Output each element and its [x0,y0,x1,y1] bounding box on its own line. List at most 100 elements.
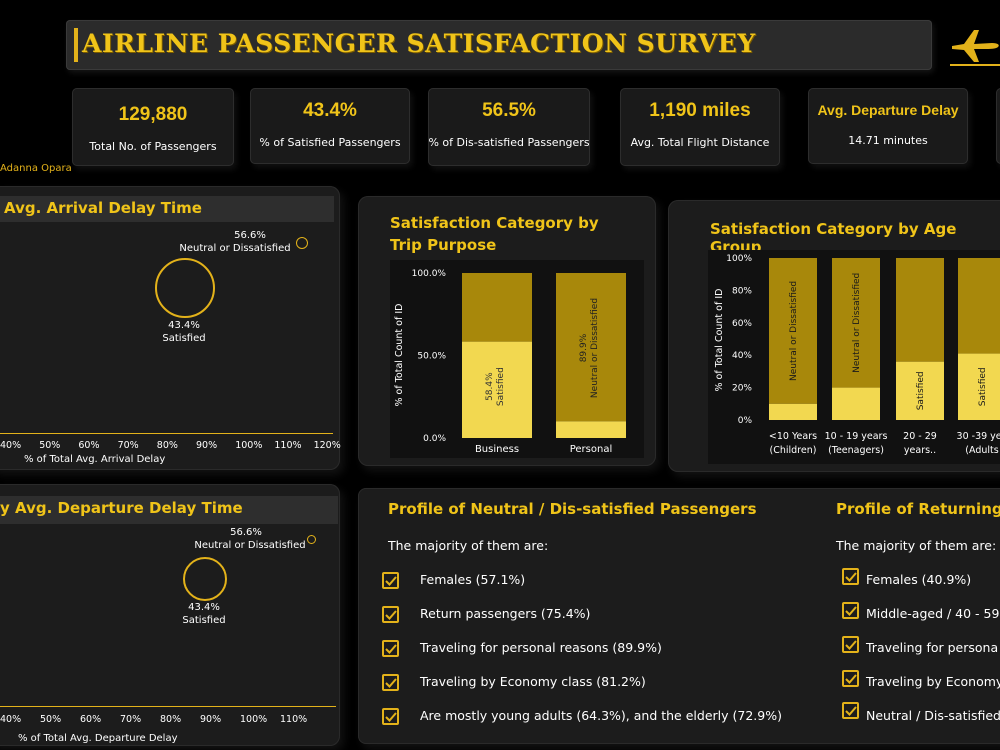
x-tick-label: 90% [196,440,218,451]
x-tick-label: 20 - 29 [903,431,937,442]
x-tick-label: 60% [80,714,102,725]
kpi-value: 1,190 miles [649,100,751,121]
neutral-profile-intro: The majority of them are: [388,538,549,553]
y-tick-label: 40% [732,351,752,361]
bar-satisfied [896,361,944,420]
bar-data-label: 58.4% [485,372,495,401]
arrival-title-bar [0,196,334,222]
y-tick-label: 60% [732,319,752,329]
departure-dis-label: Neutral or Dissatisfied [194,540,306,551]
arrival-dis-label: Neutral or Dissatisfied [179,243,291,254]
trip-purpose-panel: Satisfaction Category by Trip Purpose % … [358,196,656,466]
checkbox-checked-icon [842,602,859,619]
neutral-profile-title: Profile of Neutral / Dis-satisfied Passe… [388,500,757,518]
neutral-profile-panel: Profile of Neutral / Dis-satisfied Passe… [358,488,1000,744]
bar-data-label: Satisfied [978,367,988,406]
list-item: Traveling for personal reasons (89.9%) [420,640,662,655]
bar-satisfied [832,387,880,420]
kpi-label: % of Dis-satisfied Passengers [428,136,590,149]
title-accent [74,28,78,62]
kpi-value: 129,880 [118,104,188,125]
x-tick-label: <10 Years [769,431,817,442]
x-tick-label: 120% [313,440,341,451]
checkbox-checked-icon [382,674,399,691]
age-group-chart: % of Total Count of ID 100% 80% 60% 40% 20% 0%… [714,254,1000,456]
list-item: Traveling by Economy class (81.2%) [420,674,646,689]
x-tick-label: (Teenagers) [828,445,884,456]
x-tick-label: 30 -39 yea [957,431,1000,442]
returning-profile-intro: The majority of them are: [836,538,997,553]
arrival-sat-pct: 43.4% [168,320,200,331]
y-tick-label: 20% [732,384,752,394]
kpi-label: Total No. of Passengers [89,140,217,153]
bar-satisfied [462,341,532,438]
dashboard-title: AIRLINE PASSENGER SATISFACTION SURVEY [82,29,756,58]
y-tick-label: 80% [732,286,752,296]
bar-data-label: Neutral or Dissatisfied [590,298,600,398]
y-tick-label: 100% [726,254,752,264]
departure-x-axis [0,706,336,707]
arrival-ticks: 40% 50% 60% 70% 80% 90% 100% 110% 120% [0,440,341,454]
kpi-value: 56.5% [482,100,536,121]
returning-profile-title: Profile of Returning P [836,500,1000,518]
kpi-dissatisfied: 56.5% % of Dis-satisfied Passengers [428,88,590,166]
x-tick-label: (Adults [965,445,998,456]
x-tick-label: 110% [280,714,308,725]
departure-sat-pct: 43.4% [188,602,220,613]
y-tick-label: 0% [738,416,753,426]
kpi-departure-delay: Avg. Departure Delay 14.71 minutes [808,88,968,164]
departure-delay-panel: y Avg. Departure Delay Time 56.6% Neutra… [0,484,340,746]
trip-purpose-title: Satisfaction Category by Trip Purpose [390,214,599,254]
kpi-label: 14.71 minutes [848,134,928,147]
arrival-x-axis [0,433,333,434]
bar-dissatisfied [958,258,1000,354]
x-tick-label: 70% [117,440,139,451]
x-tick-label: 80% [160,714,182,725]
arrival-delay-panel: Avg. Arrival Delay Time 56.6% Neutral or… [0,186,341,470]
kpi-label: % of Satisfied Passengers [259,136,401,149]
bar-data-label: Satisfied [916,371,926,410]
x-tick-label: 100% [235,440,263,451]
x-tick-label: 90% [200,714,222,725]
kpi-total-passengers: 129,880 Total No. of Passengers [72,88,234,166]
returning-list: Females (40.9%) Middle-aged / 40 - 59 Tr… [840,566,1000,736]
trip-purpose-chart: % of Total Count of ID 100.0% 50.0% 0.0% Bus… [394,269,626,455]
kpi-label: Avg. Total Flight Distance [630,136,770,149]
bar-dissatisfied [896,258,944,362]
arrival-sat-label: Satisfied [162,333,206,344]
title-bar: AIRLINE PASSENGER SATISFACTION SURVEY [66,20,932,70]
bar-data-label: Neutral or Dissatisfied [852,273,862,373]
arrival-sat-bubble [155,258,215,318]
checkbox-checked-icon [382,708,399,725]
x-tick-label: 40% [0,714,22,725]
bar-satisfied [769,403,817,420]
arrival-x-label: % of Total Avg. Arrival Delay [24,454,166,465]
bar-data-label: Satisfied [496,367,506,406]
departure-sat-label: Satisfied [182,615,226,626]
age-group-panel: Satisfaction Category by Age Group % of … [668,200,1000,472]
bar-satisfied [556,421,626,438]
x-tick-label: years.. [904,445,936,456]
bar-dissatisfied [769,258,817,404]
kpi-value: Avg. Departure Delay [817,102,959,118]
kpi-flight-distance: 1,190 miles Avg. Total Flight Distance [620,88,780,166]
x-tick-label: 50% [39,440,61,451]
departure-dis-pct: 56.6% [230,527,262,538]
x-tick-label: 50% [40,714,62,725]
y-tick-label: 0.0% [423,434,446,444]
checkbox-checked-icon [382,606,399,623]
kpi-satisfied: 43.4% % of Satisfied Passengers [250,88,410,164]
checkbox-checked-icon [842,568,859,585]
x-tick-label: 70% [120,714,142,725]
y-axis-label: % of Total Count of ID [714,289,725,392]
checkbox-checked-icon [842,670,859,687]
y-tick-label: 50.0% [417,352,446,362]
kpi-partial [996,88,1000,164]
x-tick-label: Personal [570,444,613,455]
list-item: Traveling for persona [866,640,999,655]
x-tick-label: 60% [78,440,100,451]
bar-data-label: 89.9% [579,333,589,362]
departure-x-label: % of Total Avg. Departure Delay [18,733,178,744]
list-item: Traveling by Economy [866,674,1000,689]
departure-sat-bubble [183,557,227,601]
